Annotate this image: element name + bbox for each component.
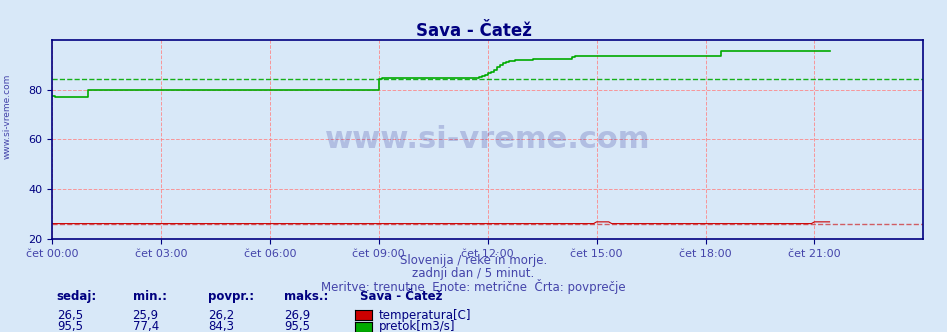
Text: 26,2: 26,2	[208, 309, 235, 322]
Text: 95,5: 95,5	[284, 320, 310, 332]
Text: povpr.:: povpr.:	[208, 290, 255, 303]
Text: Sava - Čatež: Sava - Čatež	[416, 22, 531, 40]
Text: temperatura[C]: temperatura[C]	[379, 309, 472, 322]
Text: 84,3: 84,3	[208, 320, 234, 332]
Text: 26,9: 26,9	[284, 309, 311, 322]
Text: pretok[m3/s]: pretok[m3/s]	[379, 320, 456, 332]
Text: maks.:: maks.:	[284, 290, 329, 303]
Text: Sava - Čatež: Sava - Čatež	[360, 290, 442, 303]
Text: www.si-vreme.com: www.si-vreme.com	[3, 73, 12, 159]
Text: zadnji dan / 5 minut.: zadnji dan / 5 minut.	[412, 267, 535, 280]
Text: min.:: min.:	[133, 290, 167, 303]
Text: www.si-vreme.com: www.si-vreme.com	[325, 125, 651, 154]
Text: Meritve: trenutne  Enote: metrične  Črta: povprečje: Meritve: trenutne Enote: metrične Črta: …	[321, 279, 626, 293]
Text: 77,4: 77,4	[133, 320, 159, 332]
Text: Slovenija / reke in morje.: Slovenija / reke in morje.	[400, 254, 547, 267]
Text: 25,9: 25,9	[133, 309, 159, 322]
Text: 95,5: 95,5	[57, 320, 82, 332]
Text: sedaj:: sedaj:	[57, 290, 98, 303]
Text: 26,5: 26,5	[57, 309, 83, 322]
